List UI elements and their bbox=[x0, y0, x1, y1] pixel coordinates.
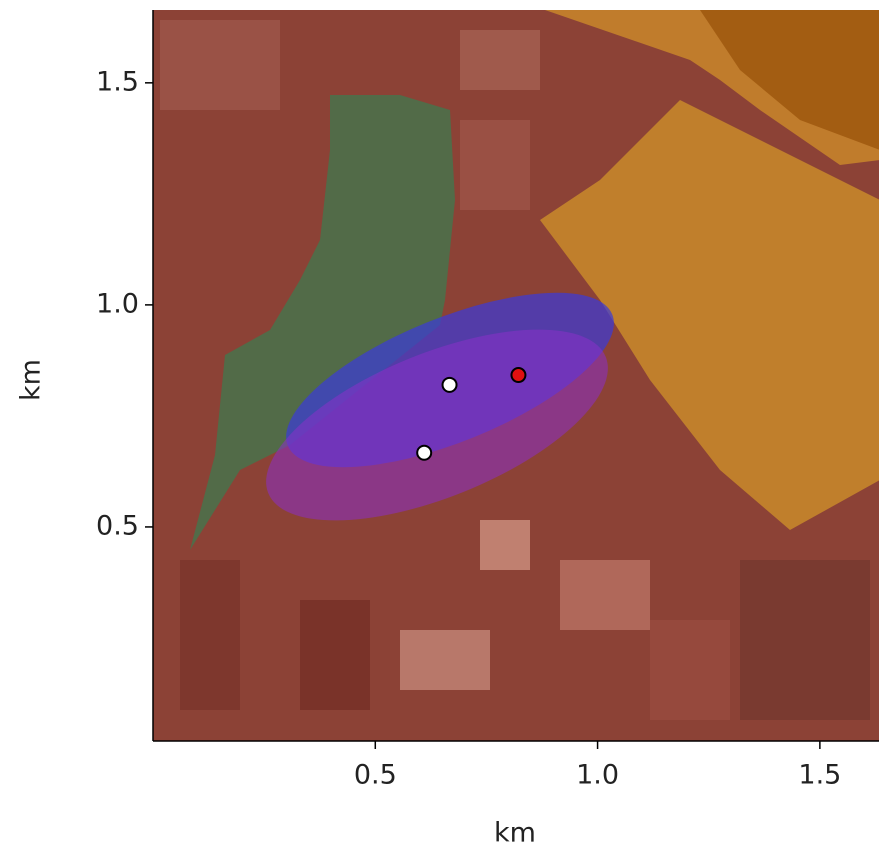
y-tick-label: 1.0 bbox=[96, 288, 139, 319]
point bbox=[417, 446, 431, 460]
x-axis-label: km bbox=[494, 818, 536, 849]
x-tick-label: 1.0 bbox=[576, 760, 619, 791]
y-axis-label: km bbox=[16, 359, 47, 401]
x-tick-label: 1.5 bbox=[798, 760, 841, 791]
x-tick-label: 0.5 bbox=[354, 760, 397, 791]
point bbox=[443, 378, 457, 392]
point bbox=[511, 368, 525, 382]
chart: km km 0.5 1.0 1.5 0.5 1.0 1.5 bbox=[0, 0, 879, 854]
y-tick-label: 0.5 bbox=[96, 510, 139, 541]
y-tick-label: 1.5 bbox=[96, 66, 139, 97]
